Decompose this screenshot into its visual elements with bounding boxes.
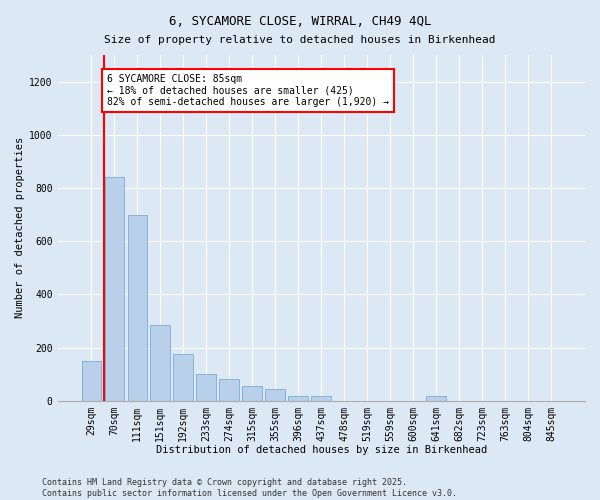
Bar — [196, 374, 216, 400]
Y-axis label: Number of detached properties: Number of detached properties — [15, 137, 25, 318]
Bar — [220, 380, 239, 400]
Bar — [311, 396, 331, 400]
Bar — [242, 386, 262, 400]
Text: Size of property relative to detached houses in Birkenhead: Size of property relative to detached ho… — [104, 35, 496, 45]
Bar — [128, 214, 147, 400]
Text: 6 SYCAMORE CLOSE: 85sqm
← 18% of detached houses are smaller (425)
82% of semi-d: 6 SYCAMORE CLOSE: 85sqm ← 18% of detache… — [107, 74, 389, 107]
Bar — [151, 325, 170, 400]
Text: 6, SYCAMORE CLOSE, WIRRAL, CH49 4QL: 6, SYCAMORE CLOSE, WIRRAL, CH49 4QL — [169, 15, 431, 28]
X-axis label: Distribution of detached houses by size in Birkenhead: Distribution of detached houses by size … — [155, 445, 487, 455]
Bar — [289, 396, 308, 400]
Bar — [427, 396, 446, 400]
Bar — [265, 389, 285, 400]
Bar — [82, 361, 101, 401]
Bar — [173, 354, 193, 401]
Text: Contains HM Land Registry data © Crown copyright and database right 2025.
Contai: Contains HM Land Registry data © Crown c… — [42, 478, 457, 498]
Bar — [104, 178, 124, 400]
